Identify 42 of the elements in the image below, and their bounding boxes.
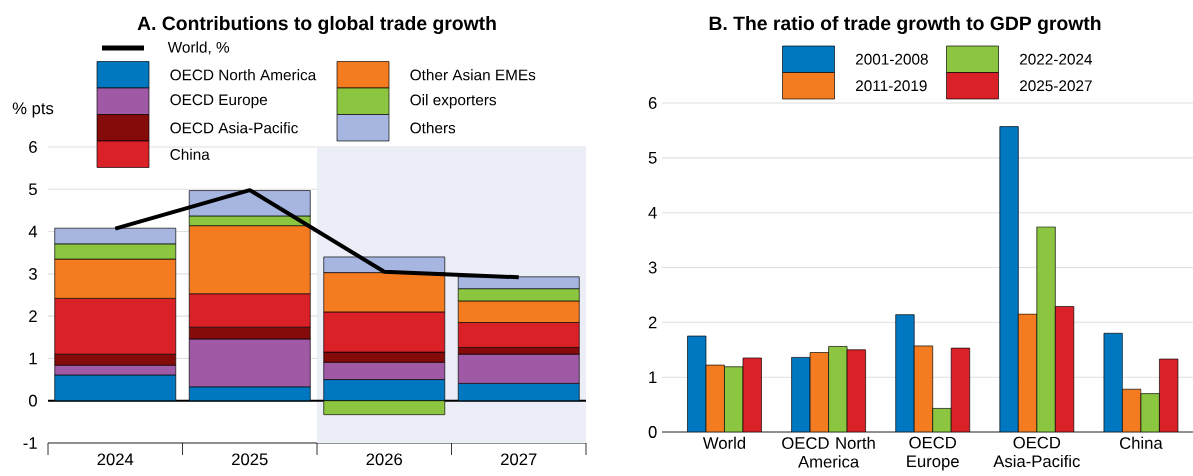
legend-label: 2011-2019 — [856, 80, 927, 92]
y-tick-label: 5 — [29, 183, 37, 196]
bar — [950, 347, 971, 432]
x-tick-label: 2027 — [501, 453, 537, 466]
legend-label: Other Asian EMEs — [410, 69, 536, 81]
legend-label: 2025-2027 — [1020, 80, 1092, 92]
x-tick-label: 2024 — [97, 453, 134, 466]
legend-label: 2001-2008 — [856, 53, 928, 65]
y-tick-label: 6 — [648, 97, 657, 109]
y-tick-label: 2 — [648, 316, 657, 329]
bar — [846, 349, 866, 432]
y-tick-label: 3 — [28, 267, 37, 280]
x-tick-label: China — [1120, 436, 1163, 449]
y-tick-label: 4 — [28, 225, 38, 238]
y-tick-label: -1 — [23, 437, 37, 449]
x-tick-label: OECD North America — [782, 436, 875, 468]
y-axis-title: % pts — [12, 102, 54, 118]
chart-title: B. The ratio of trade growth to GDP growth — [709, 15, 1101, 35]
bar — [1054, 306, 1075, 432]
y-tick-label: 1 — [29, 352, 37, 365]
y-tick-label: 1 — [649, 371, 657, 383]
y-tick-label: 3 — [648, 261, 657, 274]
legend-label: OECD Europe — [170, 94, 268, 109]
x-tick-label: 2025 — [232, 453, 268, 466]
y-tick-label: 0 — [28, 394, 37, 407]
chart-title: A. Contributions to global trade growth — [137, 15, 496, 35]
y-tick-label: 6 — [29, 141, 37, 153]
legend-label: 2022-2024 — [1020, 53, 1093, 65]
legend-label: World, % — [167, 41, 230, 55]
legend-label: OECD Asia-Pacific — [170, 122, 298, 134]
x-tick-label: 2026 — [366, 453, 403, 466]
legend-label: OECD North America — [170, 69, 317, 81]
legend-label: China — [170, 148, 210, 160]
y-tick-label: 4 — [648, 206, 657, 219]
x-tick-label: OECD Europe — [907, 436, 959, 471]
x-tick-label: OECD Asia-Pacific — [993, 436, 1080, 468]
legend-label: Oil exporters — [410, 94, 497, 109]
legend-label: Others — [410, 122, 456, 134]
x-tick-label: World — [702, 436, 746, 449]
y-tick-label: 0 — [648, 426, 657, 438]
y-tick-label: 2 — [29, 310, 37, 322]
y-tick-label: 5 — [648, 152, 657, 164]
